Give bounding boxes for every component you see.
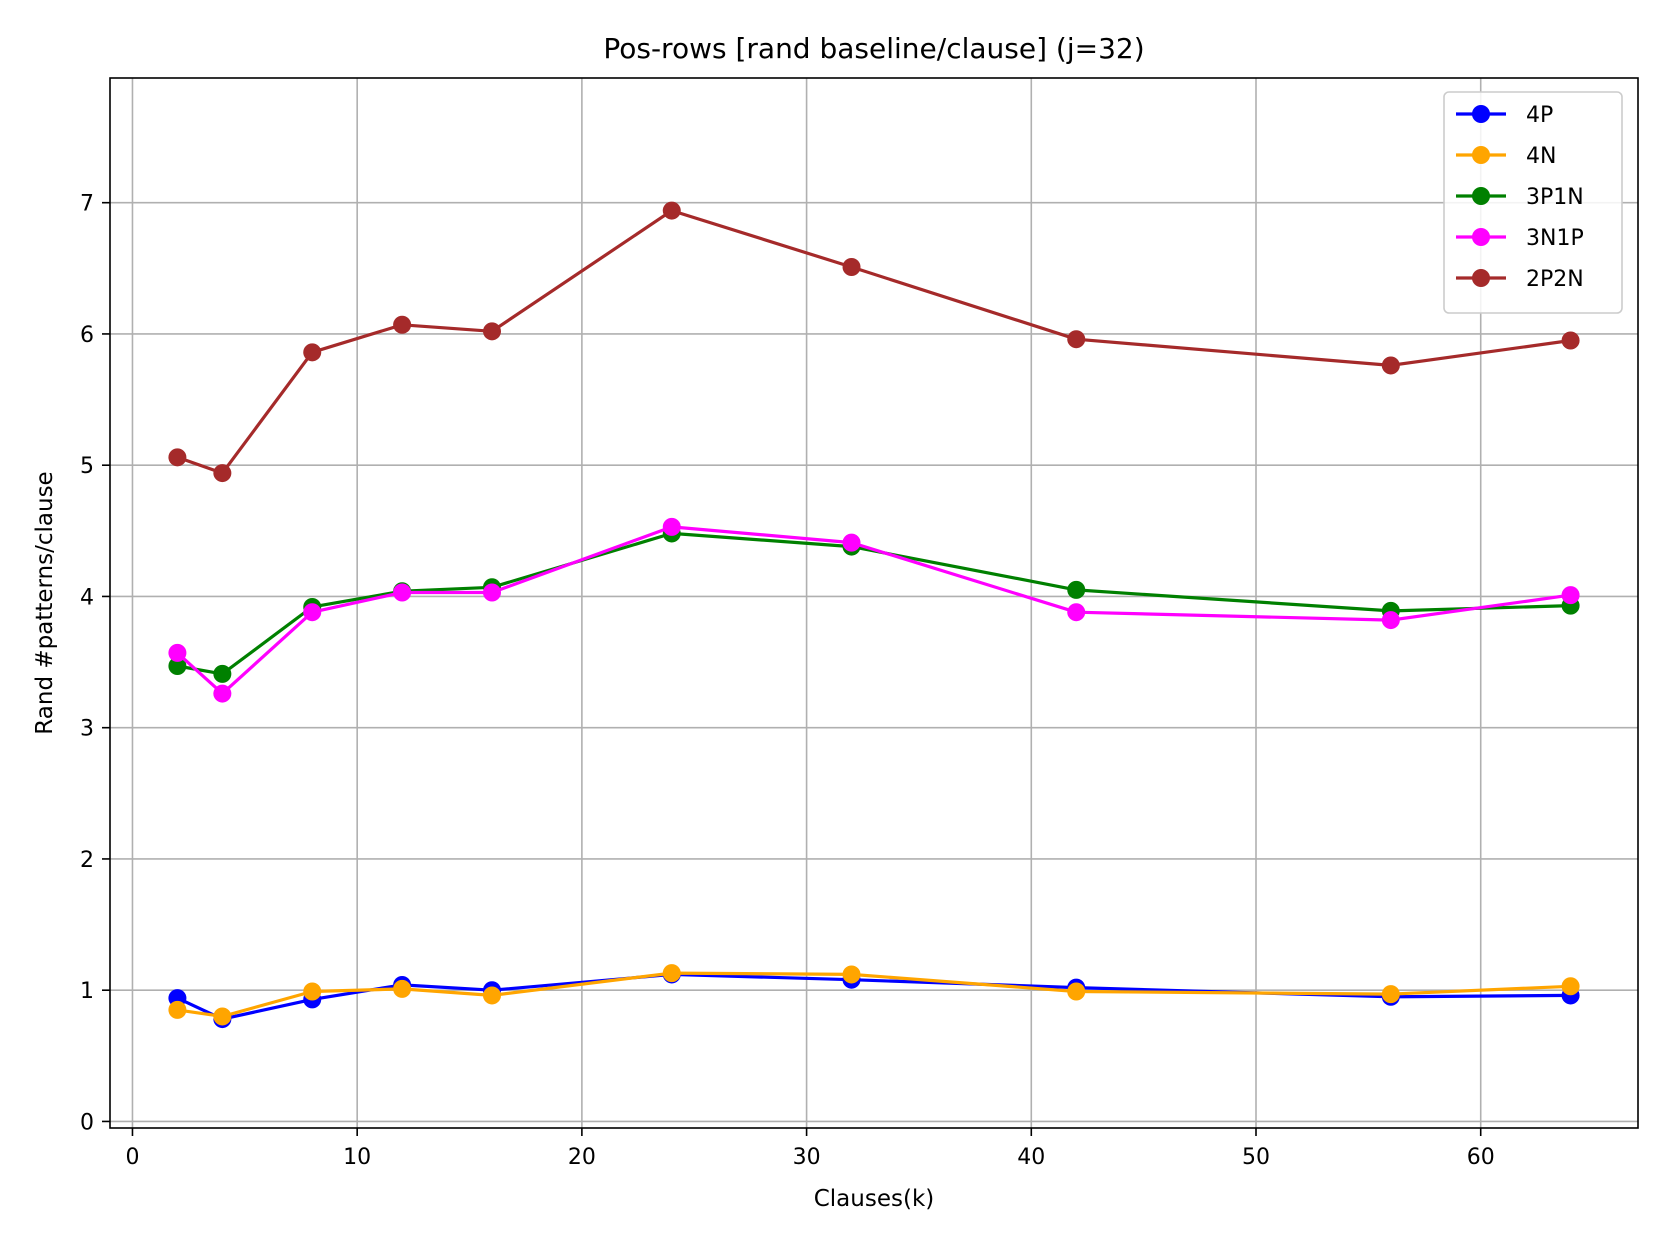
data-point (1381, 985, 1400, 1004)
y-tick-label: 0 (80, 1110, 94, 1135)
legend-item: 4P (1456, 103, 1553, 128)
data-point (1381, 356, 1400, 375)
chart-title: Pos-rows [rand baseline/clause] (j=32) (603, 32, 1144, 65)
data-point (393, 979, 412, 998)
x-tick-label: 30 (793, 1145, 821, 1170)
data-point (168, 657, 187, 675)
data-point (842, 965, 861, 984)
legend-item: 4N (1456, 144, 1556, 169)
data-point (393, 583, 412, 602)
x-tick-label: 10 (343, 1145, 371, 1170)
y-tick-label: 1 (80, 979, 94, 1004)
legend-item: 3N1P (1456, 226, 1584, 251)
x-tick-label: 20 (568, 1145, 596, 1170)
x-tick-label: 60 (1467, 1145, 1495, 1170)
x-tick-label: 0 (125, 1145, 139, 1170)
legend-box (1443, 91, 1623, 314)
data-point (1067, 330, 1086, 349)
legend-swatch-marker (1472, 146, 1490, 164)
data-point (483, 583, 501, 602)
data-point (662, 201, 681, 220)
data-point (662, 964, 681, 983)
data-point (393, 315, 412, 334)
axis-ticks: 0 10 20 30 40 50 60 0 1 2 3 4 5 6 7 (80, 192, 1495, 1170)
legend-item: 3P1N (1456, 185, 1584, 210)
legend-item: 2P2N (1456, 267, 1584, 292)
legend-swatch-marker (1472, 187, 1490, 205)
series-2P2N (168, 201, 1580, 483)
series-line (177, 971, 1571, 1019)
y-tick-label: 7 (80, 192, 94, 217)
series-4N (168, 964, 1580, 1026)
series-line (176, 209, 1571, 475)
legend-label: 3P1N (1526, 185, 1584, 210)
data-point (842, 258, 861, 276)
data-point (168, 1000, 187, 1019)
series-group (168, 201, 1580, 1029)
y-tick-label: 5 (80, 454, 94, 479)
x-tick-label: 40 (1017, 1145, 1045, 1170)
y-tick-label: 6 (80, 323, 94, 348)
x-tick-label: 50 (1242, 1145, 1270, 1170)
data-point (1067, 603, 1086, 622)
y-tick-label: 3 (80, 717, 94, 742)
data-point (662, 517, 681, 536)
series-line (176, 525, 1571, 696)
data-point (213, 664, 232, 683)
data-point (303, 603, 322, 622)
legend: 4P 4N 3P1N 3N1P 2P2N (1443, 91, 1623, 314)
data-point (842, 533, 861, 552)
data-point (213, 464, 232, 483)
legend-label: 3N1P (1526, 226, 1584, 251)
legend-swatch-marker (1472, 269, 1490, 287)
data-point (1067, 982, 1086, 1001)
data-point (483, 322, 501, 341)
legend-label: 4P (1526, 103, 1553, 128)
data-point (1561, 331, 1580, 350)
series-3N1P (168, 517, 1580, 703)
y-axis-title: Rand #patterns/clause (32, 471, 58, 734)
data-point (213, 1007, 232, 1026)
legend-swatch-marker (1472, 228, 1490, 246)
y-tick-label: 2 (80, 848, 94, 873)
data-point (1561, 977, 1580, 996)
data-point (168, 448, 187, 467)
y-tick-label: 4 (80, 585, 94, 610)
plot-frame (109, 77, 1639, 1129)
data-point (1561, 586, 1580, 605)
legend-label: 4N (1526, 144, 1556, 169)
data-point (303, 343, 322, 362)
legend-label: 2P2N (1526, 267, 1584, 292)
legend-swatch-marker (1472, 105, 1490, 123)
data-point (213, 684, 232, 703)
x-axis-title: Clauses(k) (814, 1186, 935, 1212)
data-point (168, 643, 187, 662)
data-point (483, 986, 501, 1005)
data-point (1067, 580, 1086, 599)
data-point (303, 982, 322, 1001)
data-point (1381, 611, 1400, 630)
